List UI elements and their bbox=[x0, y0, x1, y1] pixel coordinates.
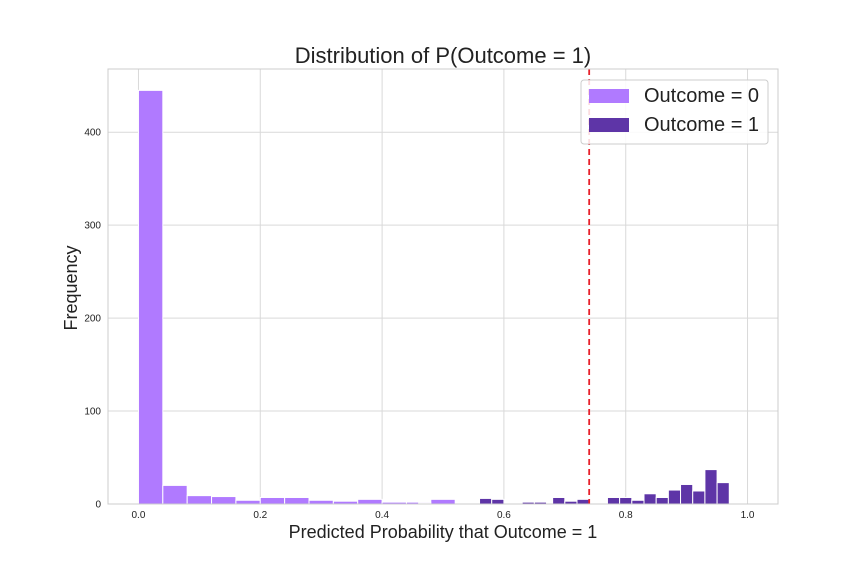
histogram-bar-outcome-0 bbox=[162, 484, 188, 505]
x-axis-label: Predicted Probability that Outcome = 1 bbox=[289, 522, 598, 542]
histogram-bar-outcome-1 bbox=[704, 469, 718, 505]
y-tick-label: 400 bbox=[84, 128, 101, 139]
legend-label-outcome-1: Outcome = 1 bbox=[644, 114, 759, 136]
histogram-bar-outcome-0 bbox=[186, 495, 213, 505]
chart-title: Distribution of P(Outcome = 1) bbox=[295, 43, 592, 68]
legend-swatch-outcome-1 bbox=[589, 118, 629, 132]
histogram-bar-outcome-1 bbox=[680, 483, 694, 505]
y-tick-labels: 0 100 200 300 400 bbox=[84, 128, 101, 511]
histogram-bar-outcome-0 bbox=[430, 498, 456, 505]
histogram-bar-outcome-1 bbox=[655, 496, 669, 505]
x-tick-label: 0.0 bbox=[132, 510, 146, 521]
histogram-bar-outcome-0 bbox=[137, 89, 164, 505]
y-tick-label: 300 bbox=[84, 221, 101, 232]
x-tick-label: 0.8 bbox=[619, 510, 633, 521]
plot-area-frame bbox=[107, 68, 779, 505]
histogram-bar-outcome-1 bbox=[667, 489, 682, 505]
histogram-bar-outcome-1 bbox=[576, 498, 590, 505]
histogram-bar-outcome-0 bbox=[284, 496, 310, 505]
histogram-bar-outcome-0 bbox=[235, 499, 261, 505]
histogram-bar-outcome-1 bbox=[619, 496, 633, 505]
histogram-bar-outcome-1 bbox=[643, 493, 657, 505]
legend: Outcome = 0 Outcome = 1 bbox=[580, 79, 769, 145]
y-tick-label: 0 bbox=[95, 500, 101, 511]
histogram-bar-outcome-1 bbox=[716, 482, 730, 505]
histogram-bar-outcome-1 bbox=[692, 490, 706, 505]
histogram-bar-outcome-1 bbox=[479, 497, 493, 505]
legend-swatch-outcome-0 bbox=[589, 89, 629, 103]
histogram-bar-outcome-1 bbox=[606, 496, 621, 505]
histogram-bar-outcome-0 bbox=[357, 498, 383, 505]
y-axis-label: Frequency bbox=[61, 245, 81, 330]
histogram-bar-outcome-1 bbox=[552, 496, 566, 505]
x-tick-label: 0.2 bbox=[253, 510, 267, 521]
histogram-bar-outcome-1 bbox=[491, 498, 505, 505]
y-tick-label: 200 bbox=[84, 314, 101, 325]
x-tick-label: 1.0 bbox=[741, 510, 755, 521]
y-tick-label: 100 bbox=[84, 407, 101, 418]
histogram-bar-outcome-0 bbox=[211, 496, 237, 505]
legend-label-outcome-0: Outcome = 0 bbox=[644, 85, 759, 107]
x-tick-label: 0.6 bbox=[497, 510, 511, 521]
x-tick-labels: 0.0 0.2 0.4 0.6 0.8 1.0 bbox=[132, 510, 755, 521]
x-tick-label: 0.4 bbox=[375, 510, 389, 521]
histogram-bar-outcome-0 bbox=[308, 499, 334, 505]
histogram-bar-outcome-1 bbox=[631, 499, 645, 505]
histogram-bar-outcome-0 bbox=[259, 496, 286, 505]
